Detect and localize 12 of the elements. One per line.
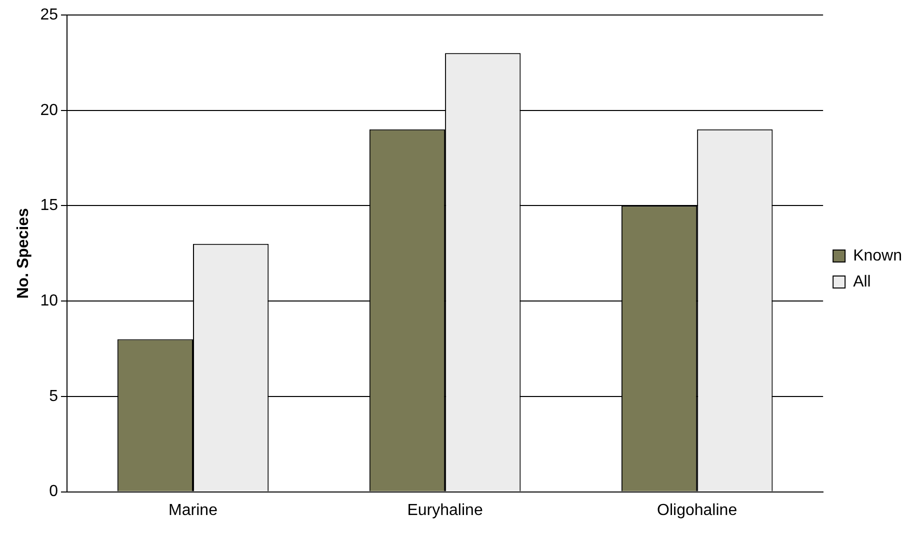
y-tick-label: 5 [49, 388, 58, 405]
y-tick-label: 25 [40, 6, 58, 24]
y-axis-title: No. Species [15, 208, 32, 299]
y-tick-label: 20 [40, 102, 58, 119]
y-tick-label: 15 [40, 197, 58, 214]
y-tick-label: 10 [40, 292, 58, 310]
legend-label: All [853, 273, 871, 290]
x-tick-label: Oligohaline [657, 502, 738, 519]
y-tick-label: 0 [49, 483, 58, 500]
legend-label: Known [853, 247, 902, 264]
x-tick-label: Euryhaline [407, 502, 483, 519]
x-tick-label: Marine [168, 502, 218, 519]
